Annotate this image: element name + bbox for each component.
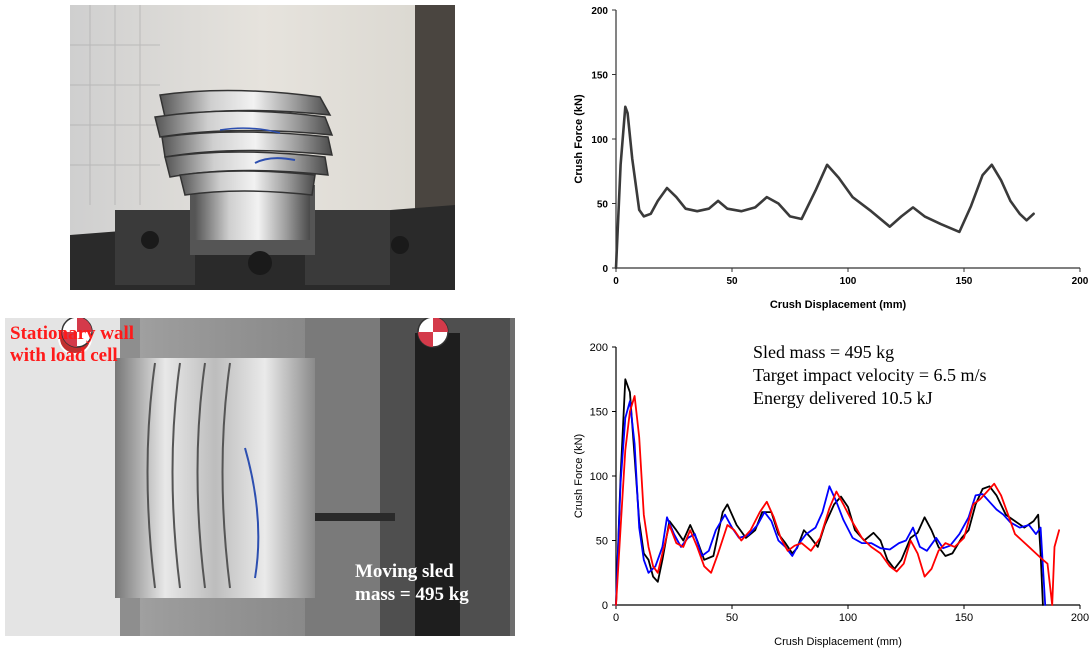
y-tick-label: 200 (590, 342, 608, 354)
y-tick-label: 200 (591, 6, 608, 17)
moving-sled-label-line1: Moving sled (355, 561, 454, 582)
x-tick-label: 150 (956, 276, 973, 287)
chart-top-svg: 0 50 100 150 200 0 50 100 150 200 Crush Displaceme… (573, 6, 1089, 311)
x-tick-label: 100 (840, 276, 857, 287)
moving-sled-label: Moving sled mass = 495 kg (355, 560, 469, 606)
chart-top: 0 50 100 150 200 0 50 100 150 200 Crush Displaceme… (560, 0, 1090, 320)
x-tick-label: 200 (1072, 276, 1089, 287)
y-tick-label: 150 (590, 407, 608, 419)
annotation-line-1: Sled mass = 495 kg (753, 342, 895, 362)
chart-bottom-svg: 0 50 100 150 200 0 50 100 150 200 Crush Displaceme… (573, 342, 1089, 648)
x-tick-label: 0 (613, 612, 619, 624)
x-tick-label: 150 (955, 612, 973, 624)
y-tick-label: 0 (602, 264, 608, 275)
y-tick-label: 150 (591, 71, 608, 82)
annotation-line-2: Target impact velocity = 6.5 m/s (753, 365, 987, 385)
x-tick-label: 0 (613, 276, 619, 287)
x-tick-label: 50 (726, 276, 738, 287)
y-tick-label: 50 (597, 200, 609, 211)
test-info-annotation: Sled mass = 495 kg Target impact velocit… (753, 341, 987, 410)
crushed-tube-photo (70, 5, 455, 290)
chart-bottom: 0 50 100 150 200 0 50 100 150 200 Crush Displaceme… (560, 335, 1090, 655)
x-axis-label: Crush Displacement (mm) (774, 636, 902, 648)
y-axis-label: Crush Force (kN) (573, 94, 585, 184)
x-axis-label: Crush Displacement (mm) (770, 299, 907, 311)
series-line-2 (615, 395, 1060, 606)
y-tick-label: 100 (590, 471, 608, 483)
series-line-0 (614, 105, 1035, 270)
y-tick-label: 0 (602, 600, 608, 612)
series-line-0 (615, 378, 1044, 606)
moving-sled-label-line2: mass = 495 kg (355, 584, 469, 605)
stationary-wall-label-line1: Stationary wall (10, 323, 135, 344)
x-tick-label: 50 (726, 612, 738, 624)
y-tick-label: 100 (591, 135, 608, 146)
x-tick-label: 200 (1071, 612, 1089, 624)
series-line-1 (615, 400, 1047, 606)
stationary-wall-label: Stationary wall with load cell (10, 323, 134, 367)
y-axis-label: Crush Force (kN) (573, 434, 585, 518)
y-tick-label: 50 (596, 536, 608, 548)
sled-test-photo (5, 318, 515, 636)
annotation-line-3: Energy delivered 10.5 kJ (753, 388, 933, 408)
x-tick-label: 100 (839, 612, 857, 624)
stationary-wall-label-line2: with load cell (10, 345, 118, 366)
